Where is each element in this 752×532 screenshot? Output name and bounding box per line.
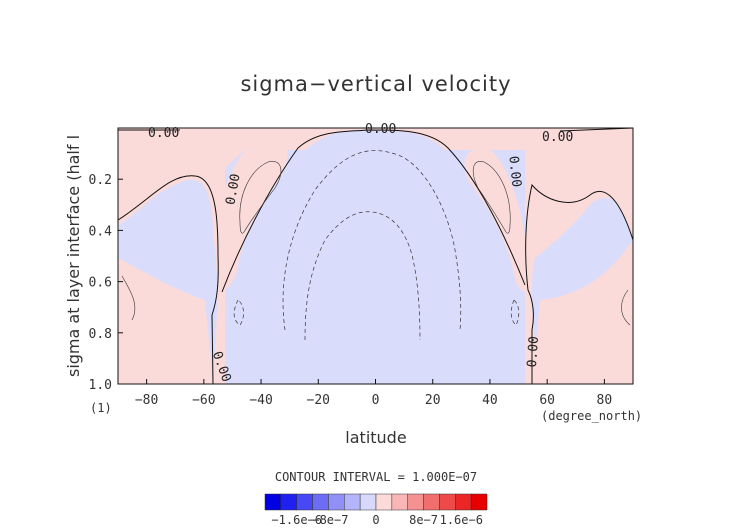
y-tick-label: 1.0	[89, 378, 112, 393]
contour-label: 0.00	[223, 173, 243, 206]
x-tick-label: 80	[597, 393, 613, 408]
neg-contour-outer	[282, 150, 462, 331]
y-tick-label: 0.2	[89, 173, 112, 188]
y-axis: 0.2 0.4 0.6 0.8 1.0	[89, 173, 123, 393]
neg-contour-inner	[304, 211, 421, 341]
x-axis: −80 −60 −40 −20 0 20 40 60 80	[135, 379, 612, 408]
colorbar-swatch	[296, 493, 313, 511]
x-tick-label: 0	[372, 393, 380, 408]
colorbar-label: −1.6e−6	[271, 513, 322, 527]
pos-contour-right-bottom	[621, 289, 631, 326]
positive-top-right	[420, 128, 633, 240]
positive-top-left	[118, 128, 330, 220]
colorbar-swatch	[264, 493, 282, 511]
y-axis-label: sigma at layer interface (half l	[64, 135, 83, 377]
zero-contour-right	[525, 183, 633, 384]
positive-right-column	[532, 240, 633, 384]
x-axis-label: latitude	[345, 428, 406, 447]
y-axis-units: (1)	[90, 401, 112, 415]
colorbar-swatch	[344, 493, 361, 511]
y-tick-label: 0.4	[89, 224, 113, 239]
contour-interval: CONTOUR INTERVAL = 1.000E−07	[275, 470, 477, 484]
x-tick-label: −60	[192, 393, 215, 408]
neg-contour-right-small	[510, 299, 520, 326]
positive-left-column	[118, 258, 213, 384]
colorbar	[264, 493, 488, 511]
y-tick-label: 0.8	[89, 327, 112, 342]
colorbar-swatch	[439, 493, 456, 511]
x-tick-label: −20	[307, 393, 330, 408]
colorbar-swatch	[470, 493, 488, 511]
pos-contour-left-lobe	[239, 161, 282, 234]
colorbar-swatch	[328, 493, 345, 511]
negative-contours	[233, 150, 520, 341]
neg-contour-left-small	[233, 299, 244, 326]
colorbar-label: 8e−7	[409, 513, 438, 527]
plot-area	[118, 128, 633, 384]
x-tick-label: −40	[249, 393, 272, 408]
chart-title: sigma−vertical velocity	[240, 72, 511, 96]
contour-label: 0.00	[148, 126, 179, 141]
zero-contours	[118, 128, 633, 384]
x-tick-label: 40	[482, 393, 498, 408]
colorbar-label: 1.6e−6	[440, 513, 483, 527]
zero-contour-left	[118, 175, 219, 384]
pos-contour-left-bottom	[121, 275, 136, 321]
colorbar-swatch	[391, 493, 408, 511]
colorbar-swatch	[359, 493, 377, 511]
colorbar-swatch	[455, 493, 472, 511]
contour-label: 0.00	[525, 336, 542, 368]
colorbar-swatch	[407, 493, 424, 511]
y-tick-label: 0.6	[89, 276, 112, 291]
x-axis-units: (degree_north)	[541, 409, 642, 423]
pos-contour-right-lobe	[472, 161, 511, 234]
contour-label: 0.00	[365, 122, 396, 137]
colorbar-labels: −1.6e−6−8e−7 0 8e−7 1.6e−6	[271, 513, 483, 527]
x-tick-label: 60	[539, 393, 555, 408]
contour-label: 0.00	[542, 130, 573, 145]
positive-right-lobe	[464, 149, 530, 292]
positive-contours	[121, 161, 631, 326]
x-tick-label: 20	[425, 393, 441, 408]
colorbar-swatch	[423, 493, 440, 511]
colorbar-label: 0	[372, 513, 379, 527]
positive-left-lobe	[215, 136, 288, 292]
x-tick-label: −80	[135, 393, 158, 408]
contour-label: 0.00	[505, 155, 523, 188]
colorbar-swatch	[312, 493, 329, 511]
colorbar-swatch	[280, 493, 297, 511]
colorbar-swatch	[375, 493, 393, 511]
colorbar-label: −8e−7	[312, 513, 348, 527]
